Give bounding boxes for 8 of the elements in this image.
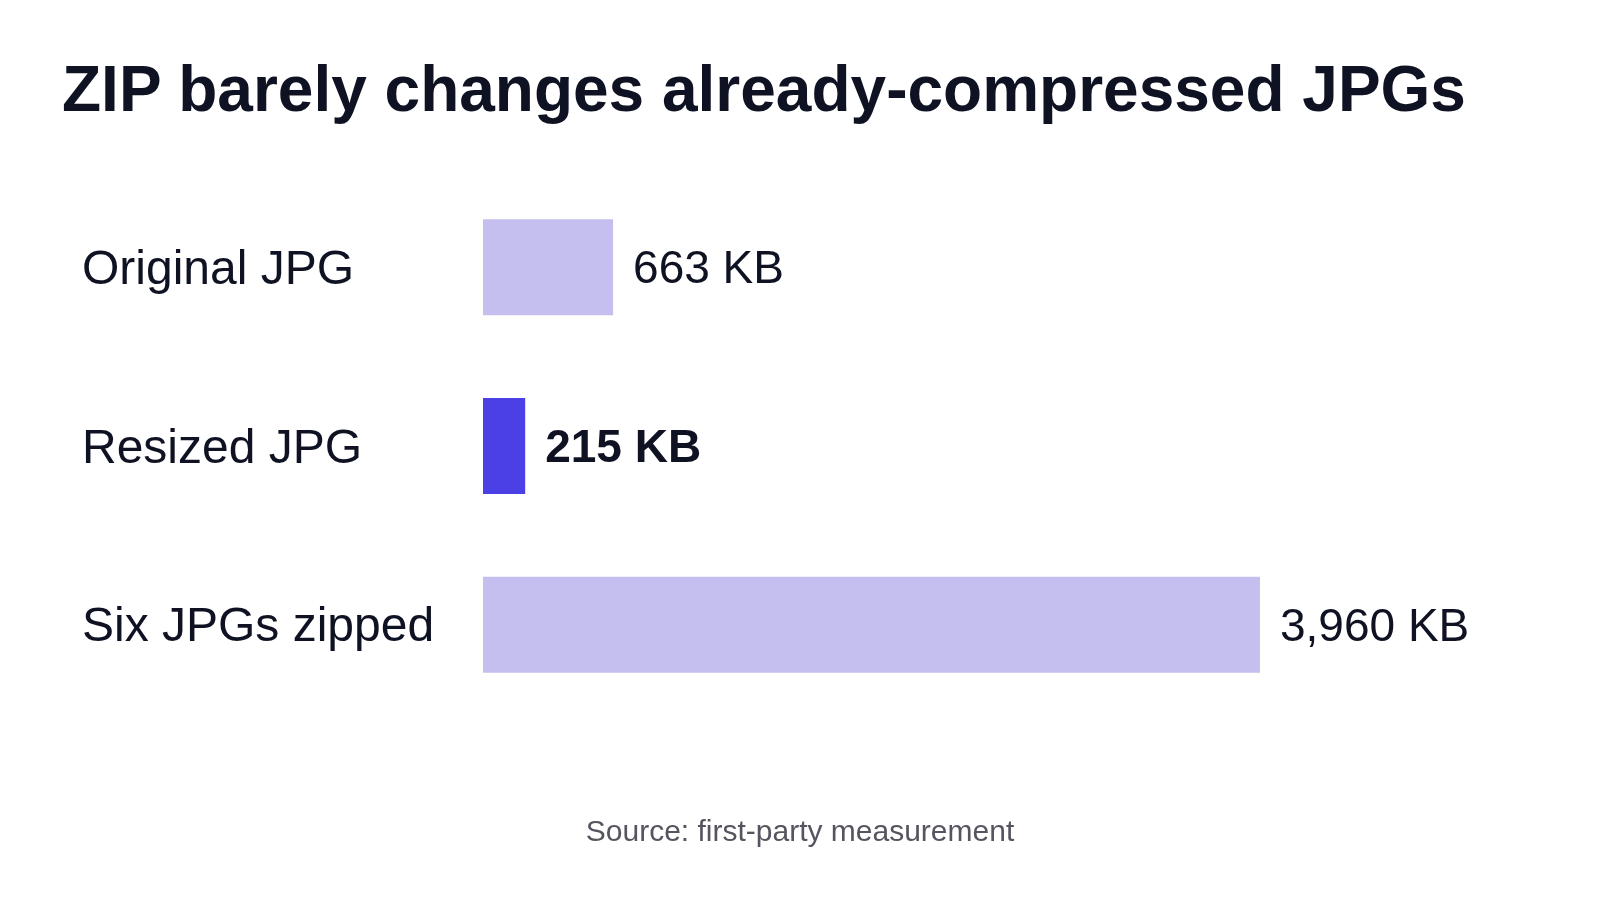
chart-title: ZIP barely changes already-compressed JPGs bbox=[62, 53, 1466, 125]
y-tick-label: Six JPGs zipped bbox=[82, 598, 435, 652]
data-label: 215 KB bbox=[545, 420, 702, 472]
source-note: Source: first-party measurement bbox=[585, 813, 1015, 847]
data-label: 3,960 KB bbox=[1280, 598, 1470, 651]
data-label: 663 KB bbox=[633, 241, 784, 294]
y-tick-label: Original JPG bbox=[82, 240, 355, 294]
y-tick-label: Resized JPG bbox=[82, 419, 363, 473]
